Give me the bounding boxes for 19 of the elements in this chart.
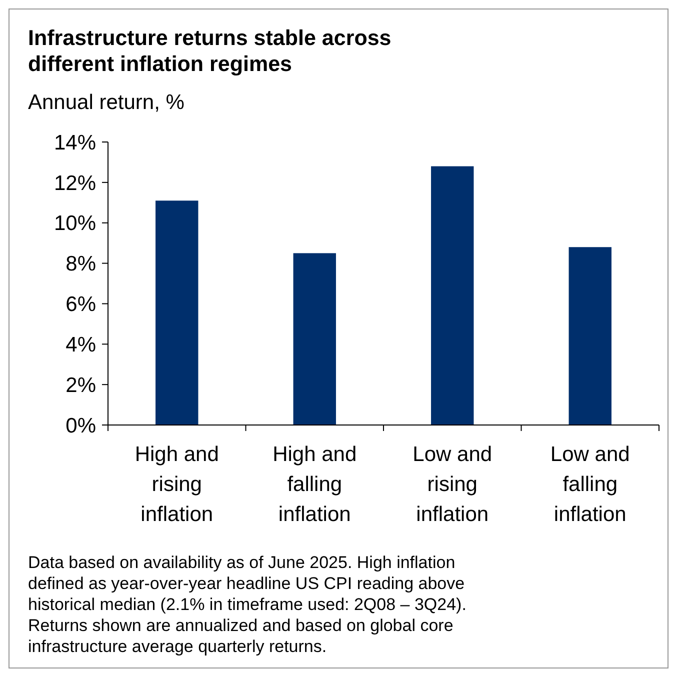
x-tick-label: High and rising inflation <box>134 443 219 526</box>
chart-subtitle: Annual return, % <box>28 91 184 114</box>
text: Data based on availability as of June 2025. High inflation defined as year-over-year headline US CPI reading above historical median (2.1% in timeframe used: 2Q08 – 3Q24). Returns shown are annualized and based on global core infrastructure average quarterly returns. <box>28 553 466 656</box>
y-tick-label: 10% <box>54 212 96 236</box>
x-tick-label: Low and rising inflation <box>412 443 492 526</box>
chart-title: Infrastructure returns stable across different inflation regimes <box>28 26 392 76</box>
bar <box>293 253 336 425</box>
x-tick-label: Low and falling inflation <box>550 443 630 526</box>
bar <box>156 200 198 425</box>
y-tick-label: 8% <box>66 252 96 276</box>
y-tick-label: 14% <box>54 131 96 154</box>
bar <box>431 166 474 425</box>
y-tick-label: 4% <box>66 333 96 356</box>
bar <box>568 247 612 425</box>
y-tick-label: 12% <box>54 172 96 195</box>
x-tick-label: High and falling inflation <box>272 443 357 526</box>
y-tick-label: 2% <box>66 374 96 397</box>
y-tick-label: 6% <box>66 293 96 316</box>
y-tick-label: 0% <box>66 414 96 438</box>
